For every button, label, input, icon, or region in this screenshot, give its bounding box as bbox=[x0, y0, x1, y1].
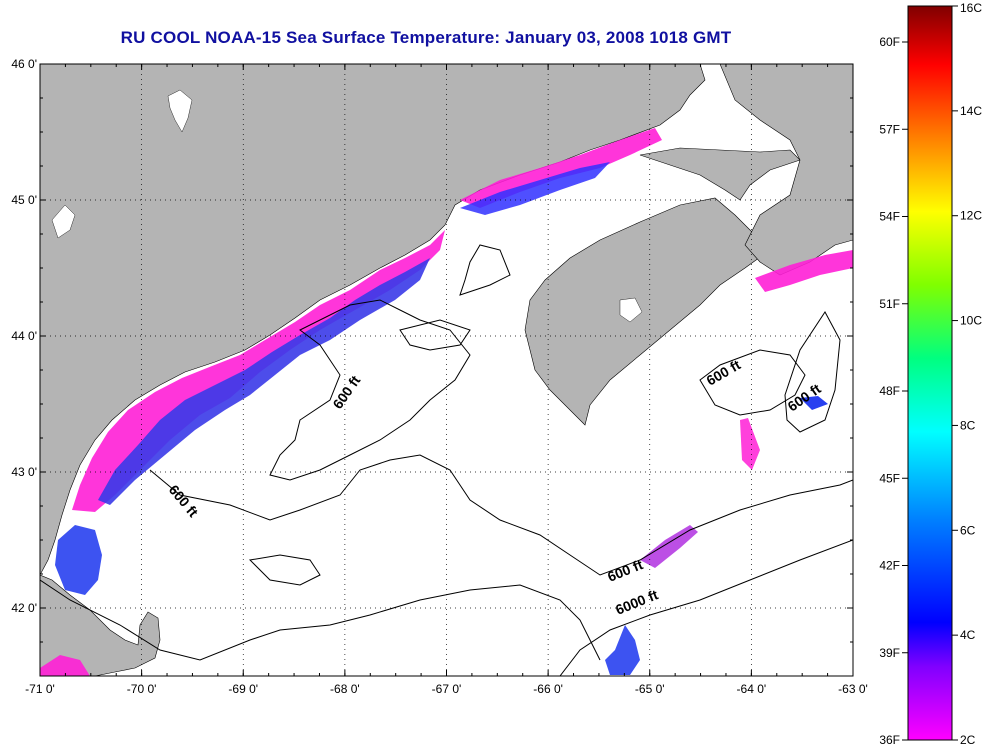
axis-ticks: -71 0' -70 0' -69 0' -68 0' -67 0' -66 0' -65 … bbox=[11, 57, 867, 696]
colorbar-f-label: 57F bbox=[879, 122, 900, 136]
lon-tick-label: -69 0' bbox=[228, 682, 258, 696]
colorbar-f-label: 39F bbox=[879, 646, 900, 660]
colorbar-f-label: 48F bbox=[879, 384, 900, 398]
sst-mass-bay bbox=[55, 525, 102, 595]
colorbar-c-label: 8C bbox=[960, 418, 976, 432]
colorbar-c-label: 10C bbox=[960, 314, 982, 328]
sst-scotian-streak bbox=[740, 418, 760, 470]
lake bbox=[619, 297, 643, 323]
lon-tick-label: -70 0' bbox=[127, 682, 157, 696]
lon-tick-label: -65 0' bbox=[635, 682, 665, 696]
land-nova-scotia bbox=[524, 197, 771, 426]
lon-tick-label: -63 0' bbox=[838, 682, 868, 696]
lon-tick-label: -68 0' bbox=[330, 682, 360, 696]
colorbar-f-label: 45F bbox=[879, 471, 900, 485]
lat-tick-label: 45 0' bbox=[11, 193, 37, 207]
colorbar-c-label: 14C bbox=[960, 104, 982, 118]
colorbar-c-label: 4C bbox=[960, 628, 976, 642]
graticule bbox=[40, 64, 853, 676]
sst-gulf-maine-blue bbox=[98, 258, 430, 505]
lon-tick-label: -71 0' bbox=[25, 682, 55, 696]
colorbar-f-label: 42F bbox=[879, 559, 900, 573]
sst-scotian-spot bbox=[800, 396, 828, 410]
lake bbox=[167, 89, 193, 133]
colorbar-c-label: 12C bbox=[960, 209, 982, 223]
colorbar-c-label: 2C bbox=[960, 733, 976, 747]
lake bbox=[51, 204, 76, 239]
sst-cape-south bbox=[40, 655, 90, 676]
sst-coastal-warm bbox=[460, 128, 662, 208]
lon-tick-label: -67 0' bbox=[432, 682, 462, 696]
colorbar-labels: 60F 57F 54F 51F 48F 45F 42F 39F 36F 16C 14C 12C 10C 8… bbox=[879, 1, 982, 747]
chart-title: RU COOL NOAA-15 Sea Surface Temperature:… bbox=[120, 28, 732, 47]
lat-tick-label: 44 0' bbox=[11, 329, 37, 343]
lon-tick-label: -66 0' bbox=[533, 682, 563, 696]
colorbar-f-label: 51F bbox=[879, 297, 900, 311]
colorbar bbox=[907, 5, 953, 741]
land-northeast bbox=[639, 147, 801, 201]
lat-tick-label: 46 0' bbox=[11, 57, 37, 71]
colorbar-f-label: 60F bbox=[879, 35, 900, 49]
lon-tick-label: -64 0' bbox=[737, 682, 767, 696]
land-mainland bbox=[40, 64, 706, 576]
lat-tick-label: 42 0' bbox=[11, 601, 37, 615]
lat-tick-label: 43 0' bbox=[11, 465, 37, 479]
colorbar-c-label: 16C bbox=[960, 1, 982, 15]
colorbar-f-label: 36F bbox=[879, 733, 900, 747]
colorbar-f-label: 54F bbox=[879, 210, 900, 224]
colorbar-c-label: 6C bbox=[960, 523, 976, 537]
sst-georges-patch bbox=[605, 625, 640, 675]
sst-ns-south bbox=[755, 250, 853, 292]
sst-coastal-blue bbox=[460, 162, 610, 215]
land-cape-breton bbox=[719, 64, 853, 276]
sst-offshore-streak bbox=[640, 525, 698, 568]
bathymetry-contours bbox=[40, 244, 853, 676]
